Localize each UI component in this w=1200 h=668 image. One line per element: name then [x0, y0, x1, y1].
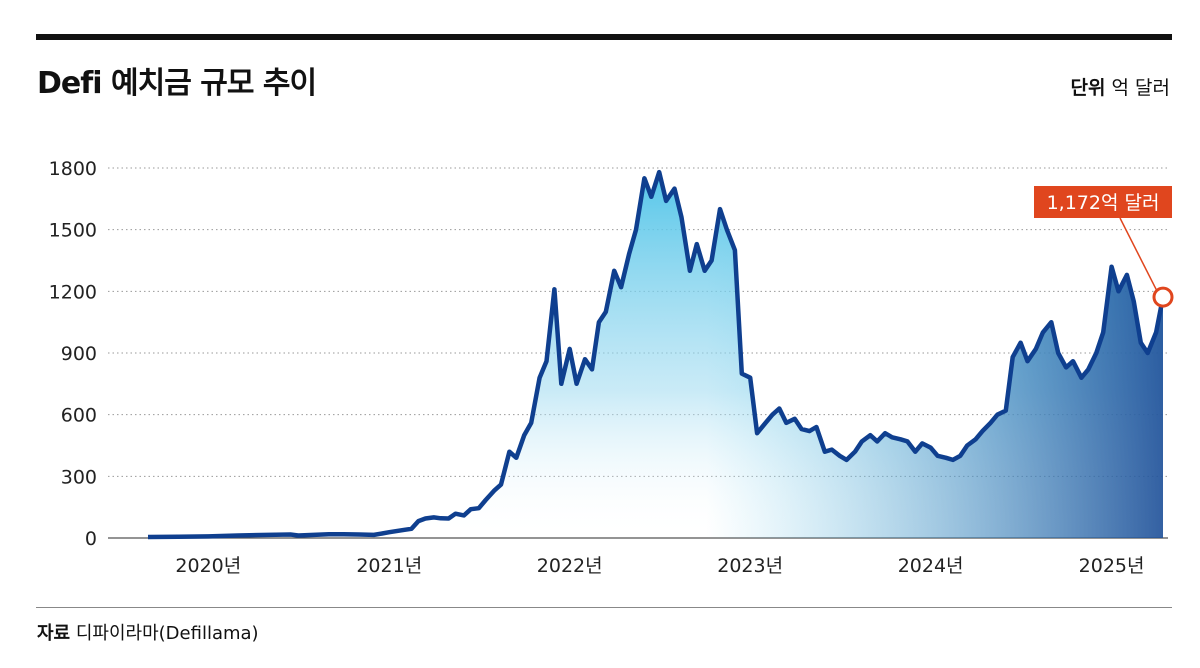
grid-layer [108, 167, 1168, 539]
y-tick-label: 1200 [49, 281, 97, 303]
unit-value: 억 달러 [1111, 77, 1170, 99]
series-line [147, 169, 1166, 540]
y-tick-label: 600 [61, 405, 97, 427]
source-key: 자료 [37, 623, 71, 644]
source-note: 자료 디파이라마(Defillama) [37, 622, 259, 646]
bottom-rule [36, 607, 1172, 608]
y-tick-labels: 0 300 600 900 1200 1500 1800 [49, 158, 97, 550]
callout-label: 1,172억 달러 [1047, 192, 1160, 214]
y-tick-label: 1800 [49, 158, 97, 180]
callout: 1,172억 달러 [1034, 186, 1174, 308]
top-rule [36, 34, 1172, 40]
x-tick-labels: 2020년 2021년 2022년 2023년 2024년 2025년 [175, 555, 1144, 577]
callout-box [1034, 186, 1172, 218]
x-tick-label: 2025년 [1079, 555, 1145, 577]
x-tick-label: 2023년 [717, 555, 783, 577]
x-tick-label: 2022년 [537, 555, 603, 577]
unit-key: 단위 [1070, 77, 1106, 99]
callout-leader [1119, 217, 1158, 292]
y-tick-label: 900 [61, 343, 97, 365]
x-tick-label: 2020년 [175, 555, 241, 577]
y-tick-label: 1500 [49, 220, 97, 242]
x-tick-label: 2021년 [356, 555, 422, 577]
unit-label: 단위 억 달러 [1071, 76, 1171, 100]
x-tick-label: 2024년 [898, 555, 964, 577]
y-tick-label: 300 [61, 466, 97, 488]
y-tick-label: 0 [85, 528, 97, 550]
source-value: 디파이라마(Defillama) [75, 623, 259, 644]
chart-title: Defi 예치금 규모 추이 [37, 66, 317, 101]
callout-marker [1152, 286, 1174, 308]
area-fill-shade [148, 172, 1163, 538]
